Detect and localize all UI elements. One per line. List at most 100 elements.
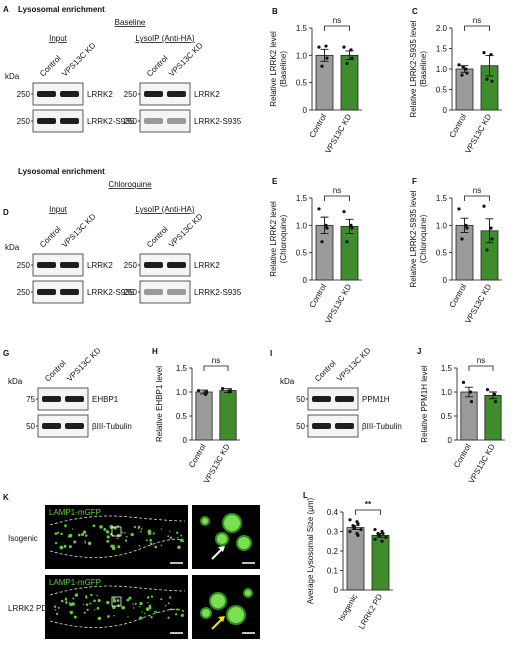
panel-letter: F	[412, 177, 417, 186]
significance-bracket	[464, 195, 490, 201]
micrograph	[45, 575, 188, 639]
arrow-head	[218, 616, 225, 622]
blot-band	[335, 396, 354, 402]
blot-band	[60, 289, 79, 295]
data-point	[359, 527, 363, 532]
band-label: LRRK2	[87, 90, 113, 99]
data-point	[349, 48, 353, 52]
data-point	[352, 526, 356, 530]
data-point	[220, 387, 225, 391]
data-point	[465, 71, 469, 75]
band-label: EHBP1	[92, 395, 119, 404]
blot-band	[144, 289, 163, 295]
lane-label: VPS13C KD	[335, 346, 373, 384]
marker-label: 250	[124, 288, 138, 297]
lysosome-spot	[167, 602, 170, 605]
lysosome-spot	[169, 596, 172, 599]
data-point	[485, 77, 489, 81]
lysosome-spot	[177, 545, 181, 549]
data-point	[348, 518, 352, 522]
lysosome-spot	[57, 531, 60, 534]
blot-band	[167, 289, 186, 295]
roi-box	[111, 596, 122, 607]
lysosome-spot	[143, 612, 146, 615]
band-label: LRRK2-S935	[87, 117, 135, 126]
marker-label: 50	[296, 422, 305, 431]
x-tick-label: Isogenic	[337, 593, 360, 623]
lysosome-spot	[125, 535, 128, 538]
lysosome-spot	[150, 595, 154, 598]
blot-band	[37, 289, 56, 295]
bar	[455, 68, 474, 111]
blot-band	[312, 423, 331, 429]
data-point	[460, 73, 464, 77]
lysosome-spot	[106, 539, 110, 543]
significance-bracket	[324, 25, 350, 31]
data-point	[356, 533, 360, 538]
y-tick-label: 0.5	[296, 79, 308, 88]
lysosome-spot	[84, 542, 87, 544]
lysosome-spot	[96, 594, 98, 597]
lysosome-spot	[96, 607, 100, 610]
bar	[455, 224, 474, 281]
marker-label: 250	[17, 261, 31, 270]
channel-label: LAMP1-mGFP	[49, 578, 101, 587]
lysosome-spot	[107, 615, 110, 618]
data-point	[384, 535, 388, 539]
band-label: βIII-Tubulin	[92, 422, 132, 431]
marker-label: 250	[17, 117, 31, 126]
data-point	[490, 237, 494, 241]
data-point	[381, 531, 385, 536]
lysosome-spot	[126, 598, 130, 602]
data-point	[464, 223, 468, 227]
x-tick-label: Control	[308, 282, 329, 309]
significance-bracket	[464, 25, 490, 31]
y-tick-label: 0	[334, 586, 339, 595]
lysosome-spot	[106, 535, 110, 539]
panel-letter: H	[152, 347, 158, 356]
lysosome-spot	[139, 602, 143, 606]
marker-label: 250	[124, 261, 138, 270]
lysosome-spot	[106, 600, 110, 605]
bar	[340, 54, 359, 111]
data-point	[342, 210, 346, 214]
y-tick-label: 0.5	[441, 412, 453, 421]
blot-band	[167, 262, 186, 268]
y-axis-label: (Chloroquine)	[419, 214, 428, 263]
blot-band	[37, 262, 56, 268]
lysosome-spot	[81, 532, 85, 536]
significance-label: ns	[473, 16, 481, 25]
lysosome-spot	[74, 593, 79, 597]
band-label: PPM1H	[362, 395, 390, 404]
lysosome-spot	[68, 602, 71, 604]
y-axis-label: Relative LRRK2-S935 level	[409, 20, 418, 117]
data-point	[461, 380, 466, 384]
lysosome-spot	[65, 602, 68, 605]
lysosome-spot	[72, 597, 75, 600]
data-point	[493, 400, 498, 404]
x-tick-label: VPS13C KD	[323, 282, 353, 325]
y-axis-label: (Baseline)	[419, 51, 428, 87]
data-point	[464, 67, 468, 71]
y-tick-label: 0.5	[176, 412, 188, 421]
lysosome-spot	[67, 535, 71, 538]
data-point	[380, 539, 384, 543]
marker-label: 250	[124, 90, 138, 99]
data-point	[345, 240, 349, 244]
lysosome-spot	[77, 533, 81, 537]
lysosome-spot	[92, 524, 96, 528]
roi-box	[111, 526, 122, 537]
row-label: LRRK2 PD	[8, 604, 47, 613]
lysosome-spot	[152, 532, 155, 535]
y-tick-label: 1.5	[296, 194, 308, 203]
lysosome-spot	[73, 615, 77, 619]
x-tick-label: Control	[448, 112, 469, 139]
y-tick-label: 1.0	[436, 65, 448, 74]
marker-label: 50	[26, 422, 35, 431]
lysosome-spot	[160, 544, 163, 547]
lysosome-spot	[150, 616, 153, 619]
blot-band	[335, 423, 354, 429]
lane-label: Control	[38, 225, 63, 250]
lysosome-spot	[138, 544, 141, 547]
significance-label: ns	[333, 16, 341, 25]
